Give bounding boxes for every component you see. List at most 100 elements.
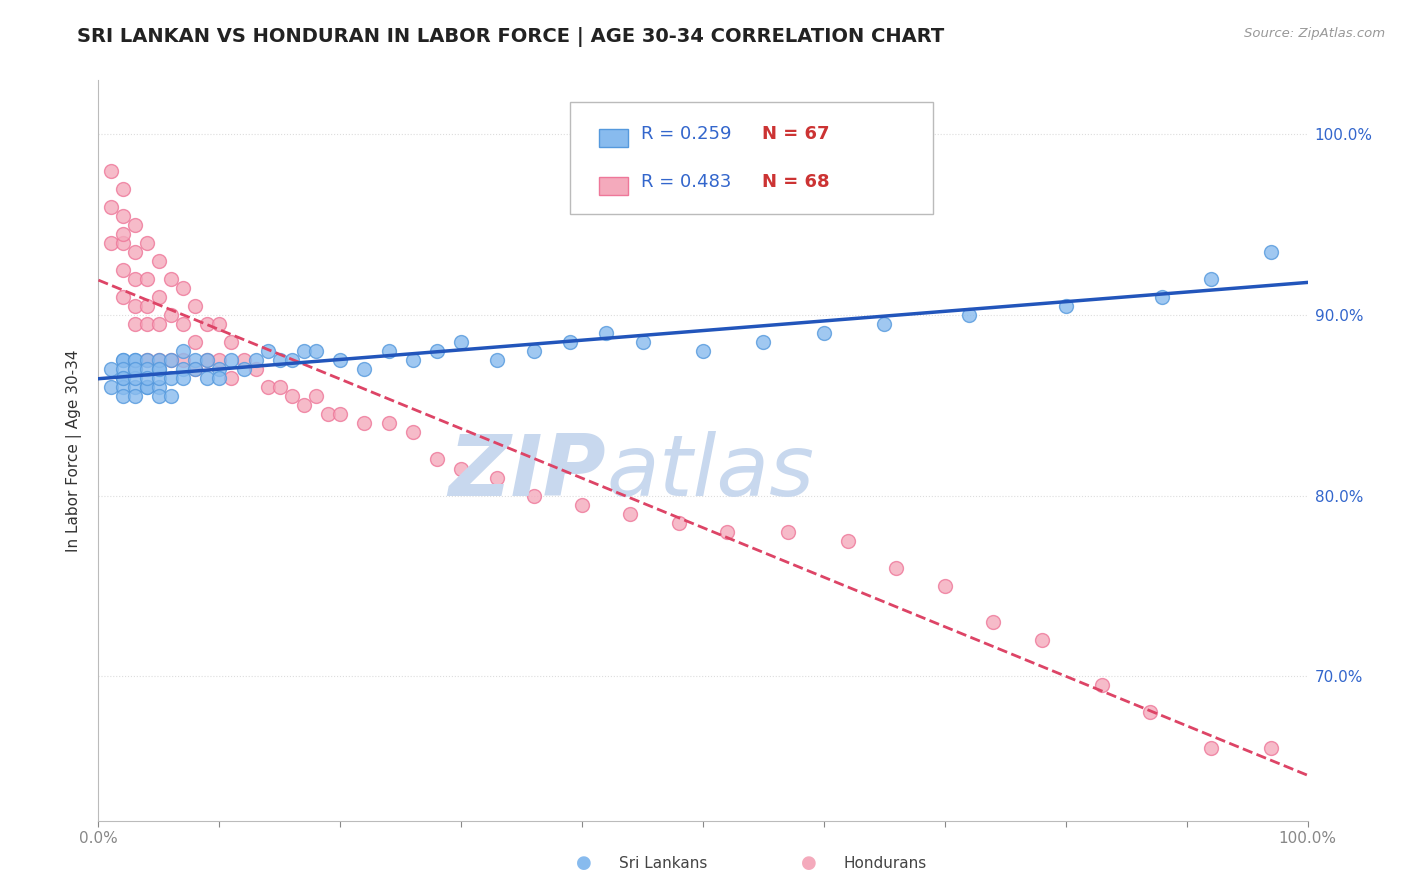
Point	[934, 579, 956, 593]
Point	[124, 299, 146, 313]
FancyBboxPatch shape	[599, 129, 628, 147]
Point	[184, 353, 207, 368]
Point	[292, 398, 315, 412]
Point	[208, 371, 231, 385]
Point	[100, 200, 122, 214]
Point	[1260, 244, 1282, 259]
Point	[160, 389, 183, 403]
Point	[135, 299, 157, 313]
Point	[329, 408, 352, 422]
Point	[148, 353, 170, 368]
Point	[148, 290, 170, 304]
Point	[692, 344, 714, 359]
Text: Hondurans: Hondurans	[844, 856, 927, 871]
Point	[1091, 678, 1114, 692]
Point	[111, 290, 134, 304]
Point	[148, 380, 170, 394]
Text: Sri Lankans: Sri Lankans	[619, 856, 707, 871]
Text: N = 68: N = 68	[762, 173, 830, 192]
Point	[316, 408, 339, 422]
Point	[124, 380, 146, 394]
Point	[426, 344, 449, 359]
Y-axis label: In Labor Force | Age 30-34: In Labor Force | Age 30-34	[66, 349, 83, 552]
Point	[377, 344, 399, 359]
Point	[100, 362, 122, 376]
Point	[184, 335, 207, 350]
Point	[1031, 633, 1053, 648]
Point	[269, 353, 291, 368]
Point	[135, 380, 157, 394]
Point	[135, 362, 157, 376]
Point	[256, 380, 278, 394]
Point	[124, 272, 146, 286]
Text: atlas: atlas	[606, 431, 814, 514]
Point	[426, 452, 449, 467]
Point	[619, 507, 641, 521]
Point	[245, 353, 267, 368]
Point	[402, 425, 425, 440]
Point	[135, 235, 157, 250]
Point	[377, 417, 399, 431]
Point	[221, 353, 243, 368]
Point	[111, 380, 134, 394]
Point	[486, 353, 509, 368]
Point	[172, 362, 194, 376]
Point	[208, 353, 231, 368]
Point	[269, 380, 291, 394]
Point	[184, 362, 207, 376]
Point	[135, 371, 157, 385]
Point	[172, 317, 194, 331]
Point	[135, 317, 157, 331]
Point	[195, 353, 218, 368]
Point	[111, 227, 134, 241]
Text: ●: ●	[575, 855, 592, 872]
Point	[776, 524, 799, 539]
Point	[1054, 299, 1077, 313]
Point	[1199, 272, 1222, 286]
Point	[111, 353, 134, 368]
Text: ●: ●	[800, 855, 817, 872]
Text: N = 67: N = 67	[762, 126, 830, 144]
Point	[668, 516, 690, 530]
Point	[208, 317, 231, 331]
Point	[100, 380, 122, 394]
Point	[172, 353, 194, 368]
Point	[195, 353, 218, 368]
Point	[195, 371, 218, 385]
Point	[195, 317, 218, 331]
Point	[329, 353, 352, 368]
Point	[558, 335, 581, 350]
Point	[135, 353, 157, 368]
Point	[184, 299, 207, 313]
Point	[353, 362, 375, 376]
Point	[148, 253, 170, 268]
Point	[100, 163, 122, 178]
Point	[124, 218, 146, 232]
Point	[160, 272, 183, 286]
Point	[873, 317, 896, 331]
Point	[111, 181, 134, 195]
Point	[1139, 706, 1161, 720]
Text: R = 0.483: R = 0.483	[641, 173, 731, 192]
Point	[148, 362, 170, 376]
Point	[232, 362, 254, 376]
Point	[1260, 741, 1282, 756]
Point	[957, 308, 980, 322]
Text: R = 0.259: R = 0.259	[641, 126, 733, 144]
Text: Source: ZipAtlas.com: Source: ZipAtlas.com	[1244, 27, 1385, 40]
Point	[172, 281, 194, 295]
Point	[148, 389, 170, 403]
Point	[148, 353, 170, 368]
Point	[571, 498, 593, 512]
Point	[111, 371, 134, 385]
Point	[281, 353, 304, 368]
Point	[124, 353, 146, 368]
Point	[402, 353, 425, 368]
Point	[523, 344, 546, 359]
Point	[100, 235, 122, 250]
Point	[124, 362, 146, 376]
Point	[160, 371, 183, 385]
Point	[595, 326, 617, 340]
Point	[135, 272, 157, 286]
Point	[813, 326, 835, 340]
